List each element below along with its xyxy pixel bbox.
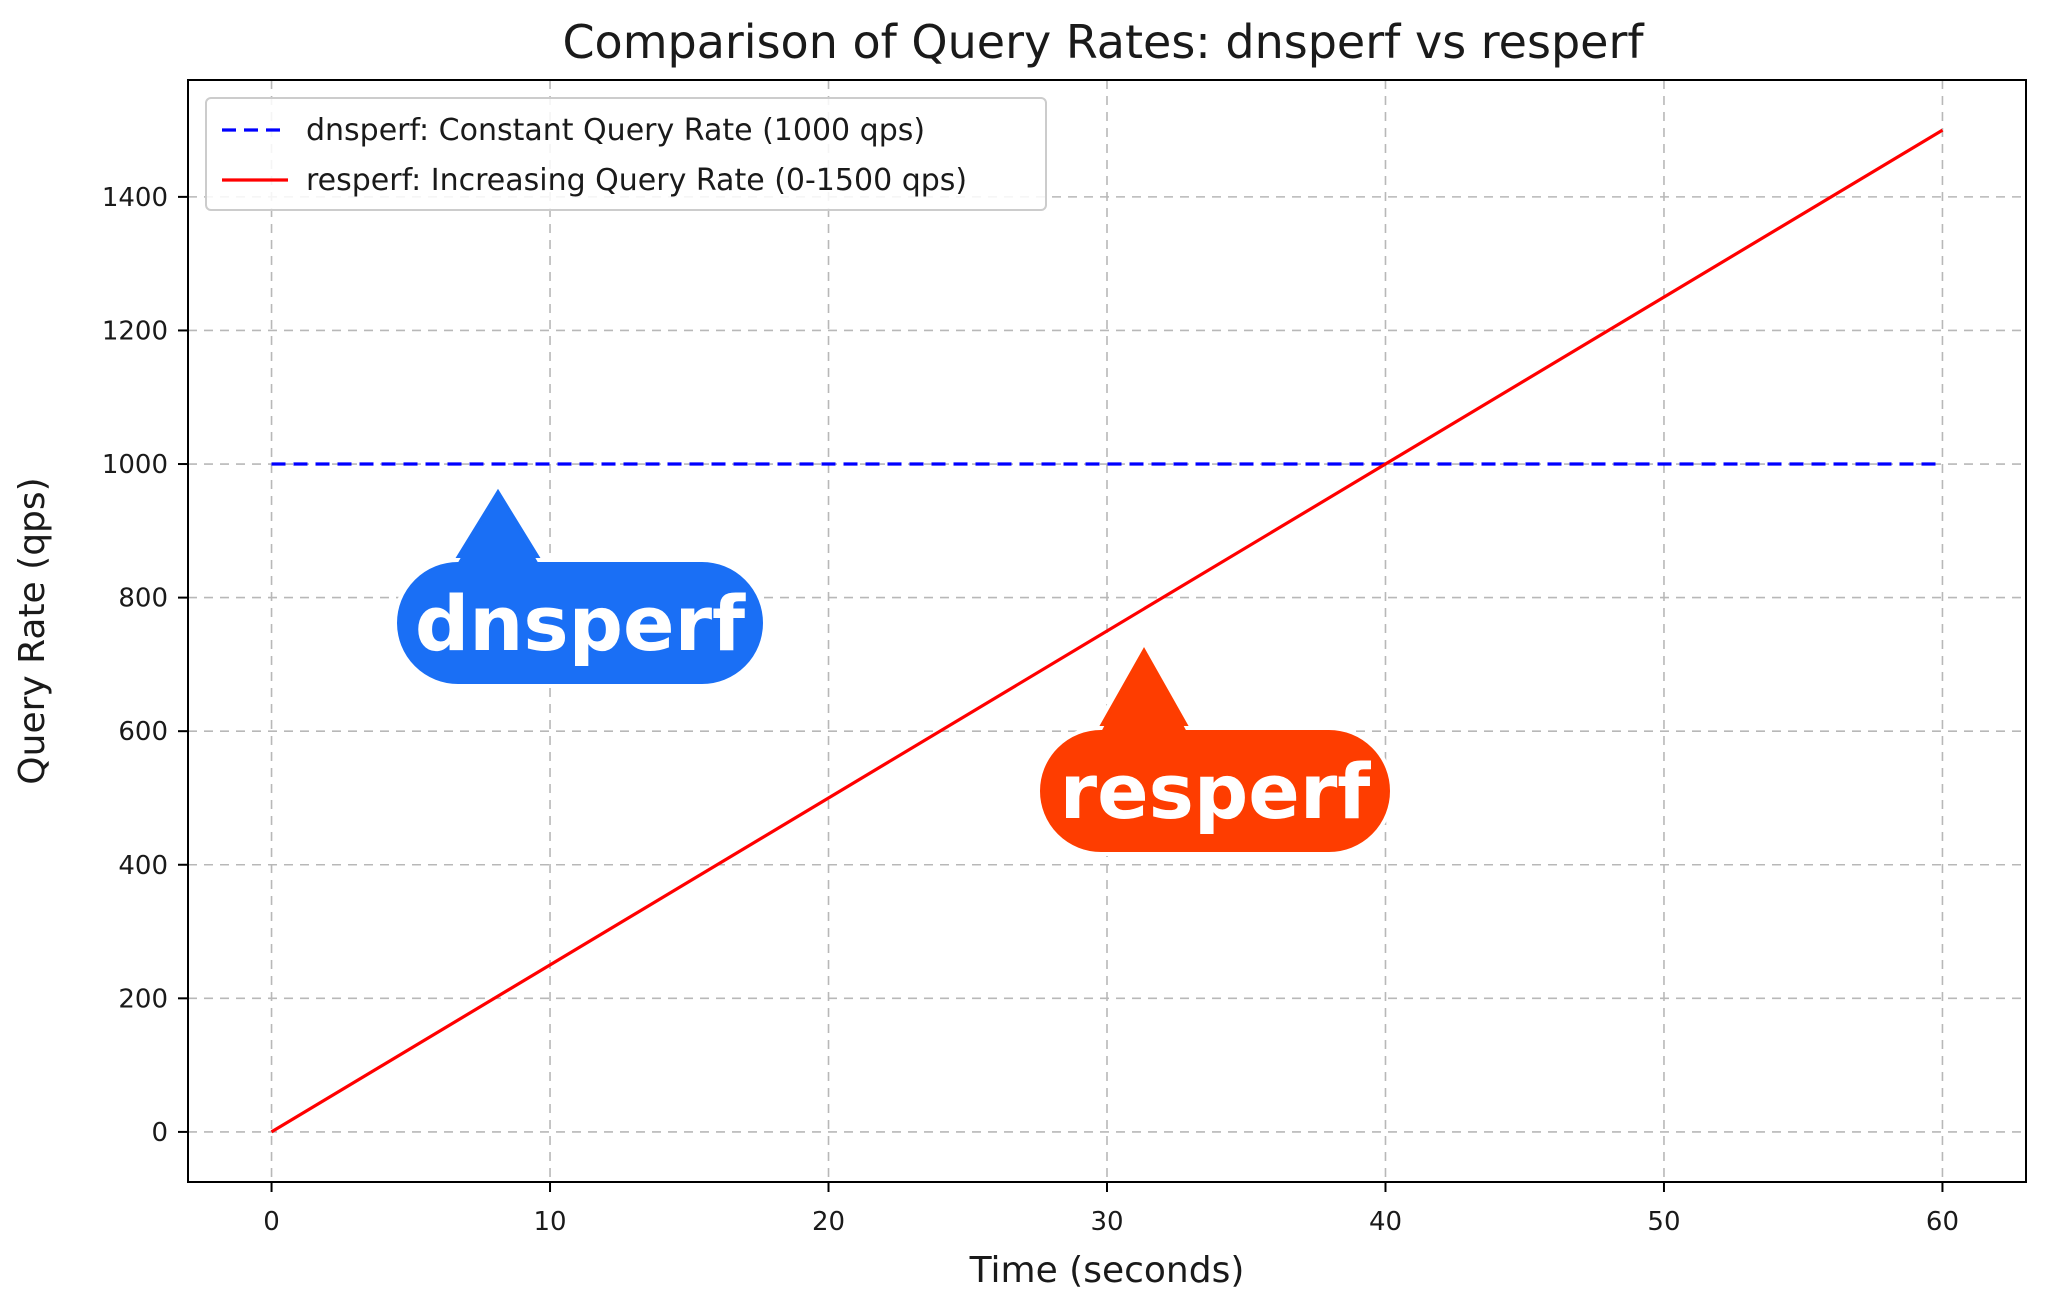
y-tick-label: 600 xyxy=(118,717,168,747)
legend-box xyxy=(205,97,1047,211)
x-tick-label: 60 xyxy=(1926,1207,1959,1237)
y-tick-label: 800 xyxy=(118,584,168,614)
chart-title: Comparison of Query Rates: dnsperf vs re… xyxy=(562,15,1645,69)
callout-resperf: resperf xyxy=(1036,641,1394,856)
x-tick-label: 20 xyxy=(812,1207,845,1237)
callout-pointer-fill xyxy=(1100,651,1188,734)
x-tick-label: 50 xyxy=(1647,1207,1680,1237)
y-tick-label: 0 xyxy=(151,1118,168,1148)
x-tick-label: 40 xyxy=(1369,1207,1402,1237)
legend-label-2: resperf: Increasing Query Rate (0-1500 q… xyxy=(306,163,967,198)
callouts: dnsperf resperf xyxy=(393,483,1394,856)
legend-label-1: dnsperf: Constant Query Rate (1000 qps) xyxy=(306,113,925,148)
y-tick-label: 400 xyxy=(118,851,168,881)
x-tick-label: 10 xyxy=(533,1207,566,1237)
callout-pointer-fill xyxy=(456,493,540,566)
callout-label: dnsperf xyxy=(415,579,746,668)
y-tick-label: 1400 xyxy=(102,183,168,213)
callout-label: resperf xyxy=(1060,747,1372,836)
y-axis-label: Query Rate (qps) xyxy=(12,477,53,784)
series-layer xyxy=(270,128,1944,1134)
legend: dnsperf: Constant Query Rate (1000 qps) r… xyxy=(205,97,1047,211)
callout-badge xyxy=(1036,726,1394,856)
series-line-2 xyxy=(270,128,1944,1134)
callout-dnsperf: dnsperf xyxy=(393,483,767,688)
x-axis-label: Time (seconds) xyxy=(969,1250,1245,1291)
y-tick-label: 1000 xyxy=(102,450,168,480)
x-tick-label: 0 xyxy=(263,1207,280,1237)
y-tick-label: 1200 xyxy=(102,316,168,346)
x-tick-label: 30 xyxy=(1090,1207,1123,1237)
callout-badge xyxy=(393,558,767,688)
y-tick-label: 200 xyxy=(118,984,168,1014)
